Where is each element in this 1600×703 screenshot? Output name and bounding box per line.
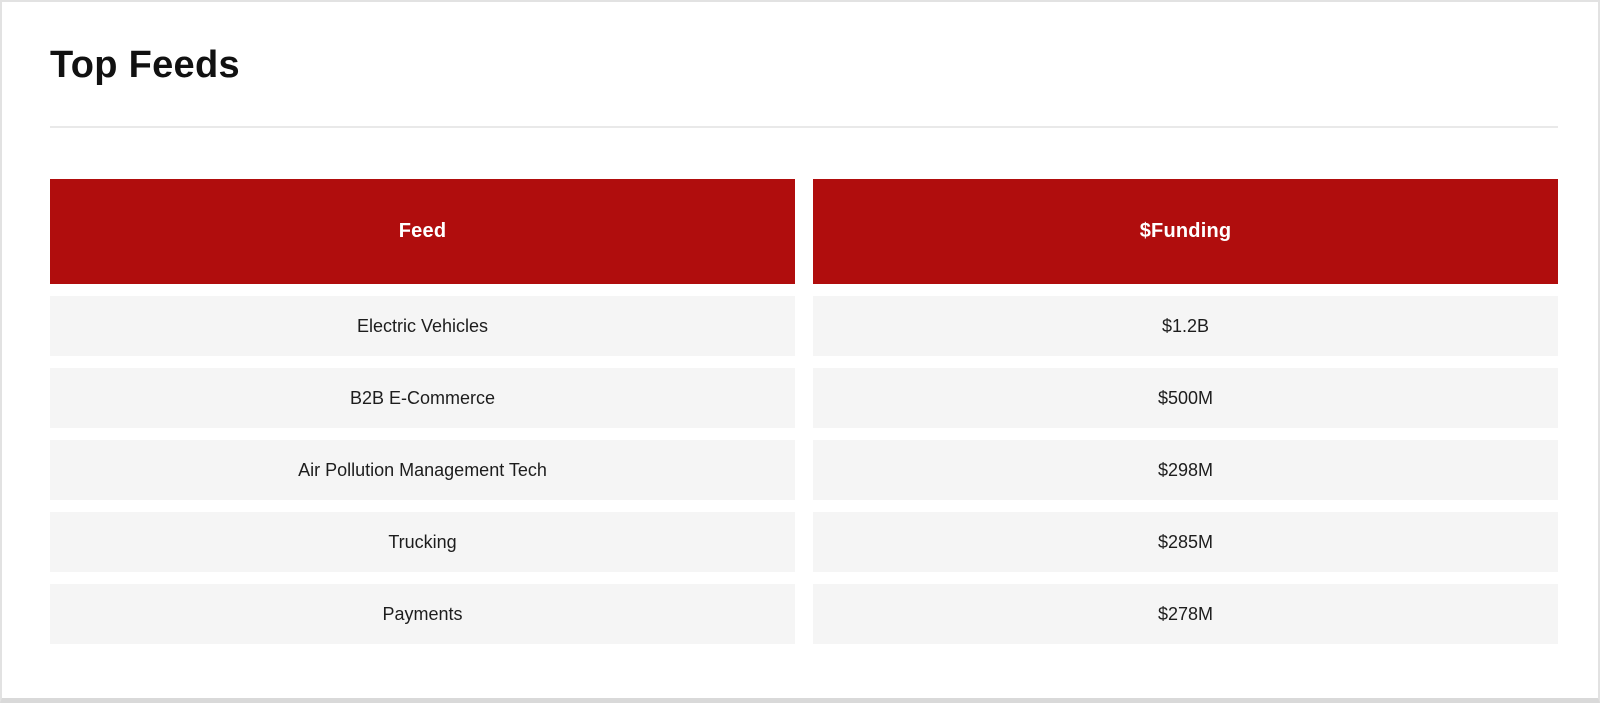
feed-cell: Air Pollution Management Tech [50,440,795,500]
table-row: Trucking $285M [50,512,1558,572]
table-header-row: Feed $Funding [50,179,1558,284]
table-row: Air Pollution Management Tech $298M [50,440,1558,500]
page-title: Top Feeds [50,44,240,86]
feed-cell: Payments [50,584,795,644]
feed-cell: B2B E-Commerce [50,368,795,428]
funding-cell: $298M [813,440,1558,500]
table-row: Electric Vehicles $1.2B [50,296,1558,356]
feed-cell: Electric Vehicles [50,296,795,356]
feed-cell: Trucking [50,512,795,572]
column-header-funding: $Funding [813,179,1558,284]
table-row: Payments $278M [50,584,1558,644]
title-divider [50,126,1558,128]
funding-cell: $278M [813,584,1558,644]
top-feeds-table: Feed $Funding Electric Vehicles $1.2B B2… [50,179,1558,644]
column-header-feed: Feed [50,179,795,284]
funding-cell: $285M [813,512,1558,572]
funding-cell: $500M [813,368,1558,428]
table-row: B2B E-Commerce $500M [50,368,1558,428]
funding-cell: $1.2B [813,296,1558,356]
